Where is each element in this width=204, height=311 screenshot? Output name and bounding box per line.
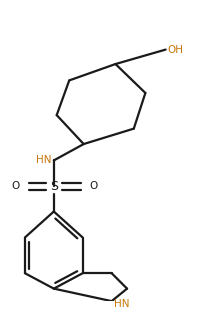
Text: OH: OH: [167, 44, 184, 55]
Text: S: S: [50, 180, 58, 193]
Text: O: O: [12, 181, 20, 192]
Text: HN: HN: [36, 156, 52, 165]
Text: O: O: [90, 181, 98, 192]
Text: HN: HN: [114, 299, 129, 309]
